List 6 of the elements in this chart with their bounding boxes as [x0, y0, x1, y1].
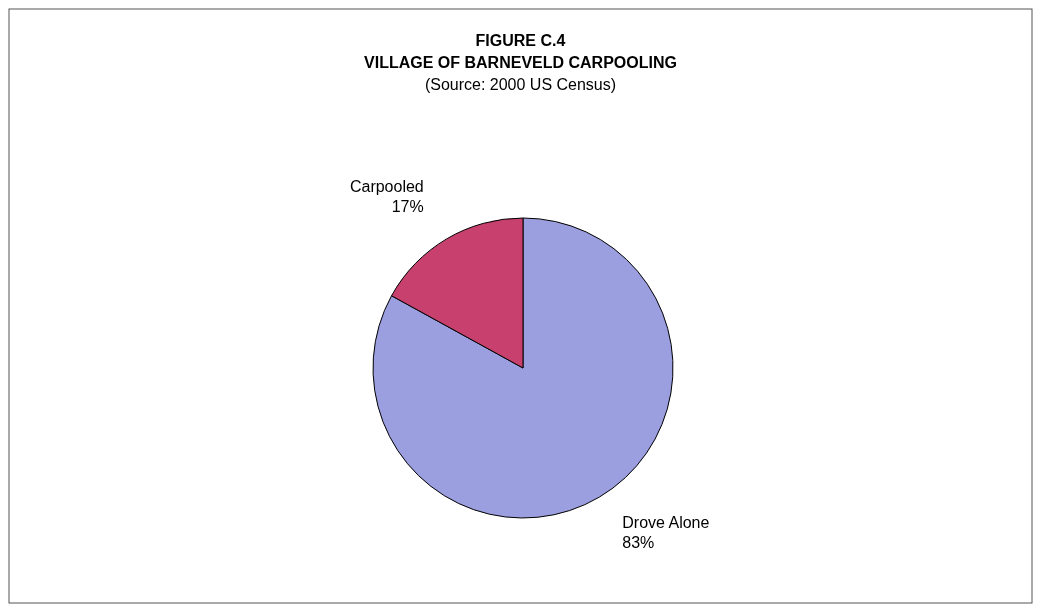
- data-label: 83%: [622, 533, 655, 551]
- slice-label: Carpooled: [349, 178, 424, 196]
- chart-subtitle: (Source: 2000 US Census): [424, 76, 617, 93]
- data-label: 17%: [391, 198, 424, 216]
- chart-title: FIGURE C.4 VILLAGE OF BARNEVELD CARPOOLING: [364, 32, 677, 71]
- slice-label: Drove Alone: [622, 513, 710, 531]
